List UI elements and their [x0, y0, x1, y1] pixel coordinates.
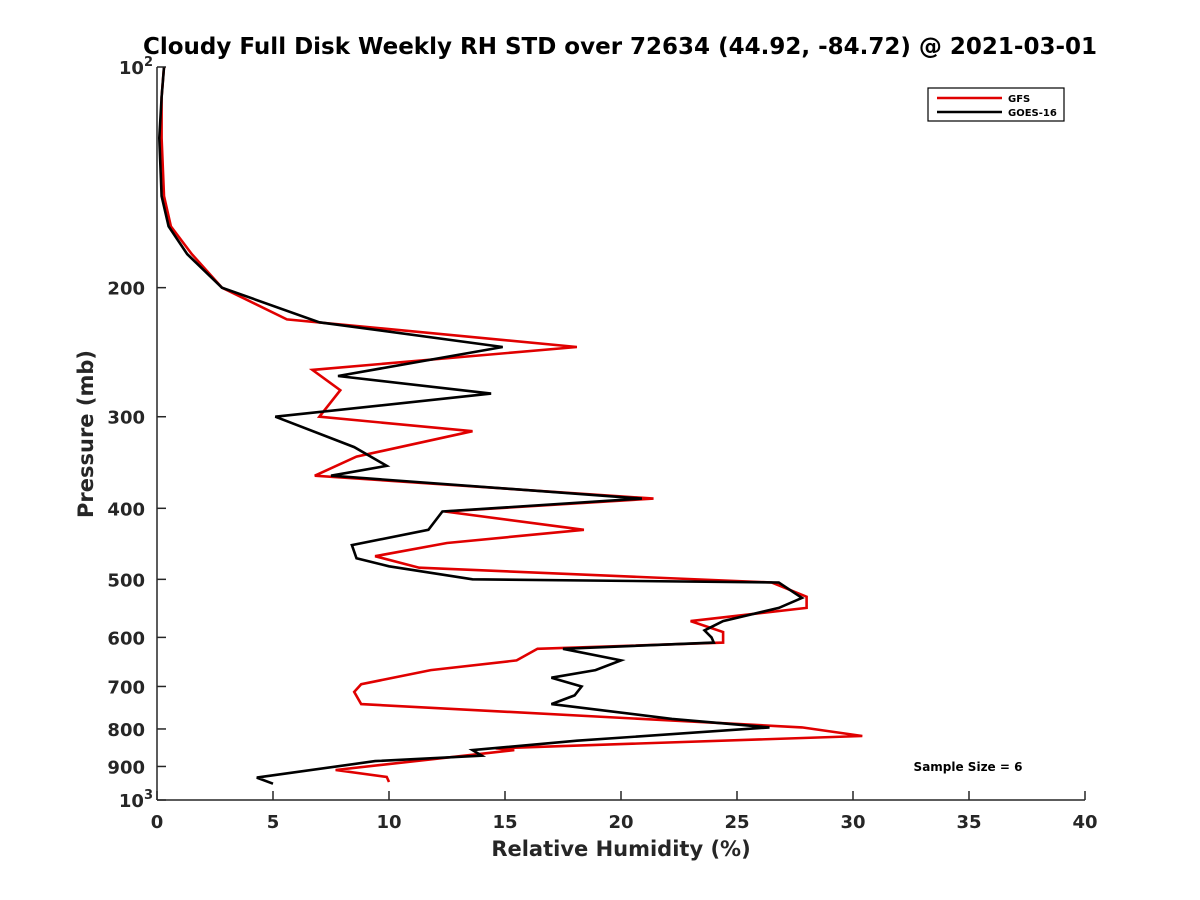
y-tick-label: 900 — [107, 757, 145, 778]
legend-box — [927, 87, 1065, 122]
y-tick-label: 600 — [107, 628, 145, 649]
x-tick-label: 5 — [267, 812, 280, 833]
x-tick-label: 0 — [151, 812, 164, 833]
y-tick-label-base: 500 — [107, 570, 145, 591]
x-tick-label: 30 — [840, 812, 865, 833]
y-tick-label-base: 400 — [107, 499, 145, 520]
y-tick-label-base: 10 — [119, 58, 144, 79]
x-ticks: 0 5 10 15 20 25 30 35 40 — [151, 791, 1098, 833]
y-tick-label-base: 200 — [107, 279, 145, 300]
y-tick-label-exponent: 3 — [144, 788, 153, 803]
x-tick-label: 10 — [376, 812, 401, 833]
y-axis-label: Pressure (mb) — [74, 350, 98, 518]
legend: GFS GOES-16 — [927, 87, 1065, 122]
y-tick-label: 300 — [107, 408, 145, 429]
legend-label: GOES-16 — [1008, 108, 1057, 119]
y-tick-label: 800 — [107, 720, 145, 741]
y-tick-label-base: 700 — [107, 677, 145, 698]
x-axis-label: Relative Humidity (%) — [491, 837, 750, 861]
y-tick-label: 102 — [119, 55, 153, 79]
y-tick-label-base: 600 — [107, 628, 145, 649]
series-line-gfs — [160, 66, 863, 783]
y-tick-label-base: 10 — [119, 791, 144, 812]
series-line-goes-16 — [157, 66, 805, 785]
sample-size-annotation: Sample Size = 6 — [914, 760, 1023, 774]
series-layer — [157, 66, 863, 785]
y-tick-label: 200 — [107, 279, 145, 300]
y-tick-label: 700 — [107, 677, 145, 698]
x-tick-label: 20 — [608, 812, 633, 833]
y-tick-label-base: 900 — [107, 757, 145, 778]
x-tick-label: 35 — [956, 812, 981, 833]
legend-label: GFS — [1008, 94, 1030, 105]
x-tick-label: 15 — [492, 812, 517, 833]
plot-area: 0 5 10 15 20 25 30 35 40 10220030040050060070080… — [107, 55, 1097, 833]
chart-title: Cloudy Full Disk Weekly RH STD over 7263… — [143, 34, 1097, 60]
y-tick-label-base: 300 — [107, 408, 145, 429]
x-tick-label: 25 — [724, 812, 749, 833]
x-tick-label: 40 — [1072, 812, 1097, 833]
legend-items: GFS GOES-16 — [937, 94, 1057, 119]
y-tick-label: 500 — [107, 570, 145, 591]
y-tick-label-exponent: 2 — [144, 55, 153, 70]
y-tick-label: 400 — [107, 499, 145, 520]
y-tick-label-base: 800 — [107, 720, 145, 741]
y-tick-label: 103 — [119, 788, 153, 812]
